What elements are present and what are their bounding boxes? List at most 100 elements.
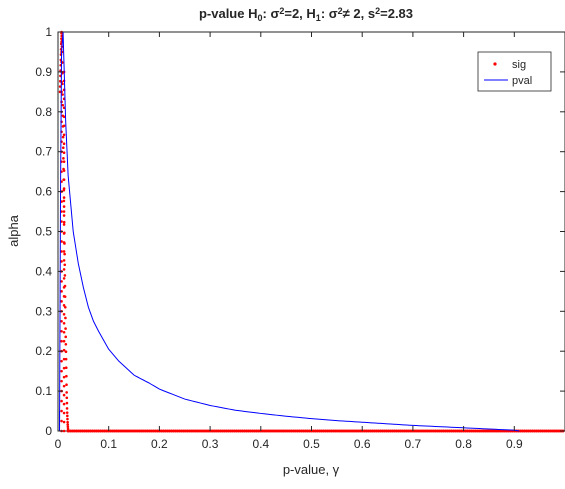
x-tick-label: 0.2 bbox=[151, 437, 168, 451]
sig-point bbox=[62, 259, 66, 262]
sig-point bbox=[62, 106, 66, 110]
sig-point bbox=[60, 280, 63, 283]
sig-point bbox=[65, 383, 68, 387]
sig-point bbox=[66, 427, 70, 431]
sig-point bbox=[61, 103, 65, 107]
chart-title-part: 0 bbox=[257, 13, 262, 23]
x-tick-label: 0.5 bbox=[303, 437, 320, 451]
sig-point bbox=[62, 429, 66, 433]
sig-point bbox=[66, 420, 69, 424]
axis-ticks: 0 0.1 0.2 0.3 0.4 0.5 0.6 0.7 0.8 0.9 0 0.1 0.2 0.3 0.… bbox=[35, 25, 565, 451]
x-axis-label: p-value, γ bbox=[283, 462, 340, 477]
sig-point bbox=[62, 205, 66, 208]
sig-point bbox=[64, 327, 67, 330]
y-tick-label: 0.5 bbox=[35, 225, 52, 239]
sig-point bbox=[62, 196, 66, 199]
sig-point bbox=[65, 401, 69, 405]
sig-point bbox=[60, 369, 63, 373]
x-tick-label: 0.9 bbox=[506, 437, 523, 451]
x-tick-label: 0.4 bbox=[252, 437, 269, 451]
sig-point bbox=[60, 300, 63, 303]
sig-point bbox=[62, 160, 66, 163]
sig-point bbox=[65, 374, 68, 378]
sig-point bbox=[62, 277, 66, 280]
sig-point bbox=[65, 411, 69, 414]
sig-point bbox=[60, 419, 63, 423]
legend-box bbox=[477, 51, 552, 92]
sig-point bbox=[62, 223, 66, 226]
x-tick-label: 0 bbox=[55, 437, 62, 451]
sig-point bbox=[61, 93, 64, 96]
sig-point bbox=[62, 187, 66, 190]
y-tick-label: 0.9 bbox=[35, 65, 52, 79]
sig-point bbox=[64, 306, 67, 309]
sig-point bbox=[65, 391, 68, 394]
sig-point bbox=[60, 319, 63, 323]
y-tick-label: 1 bbox=[45, 25, 52, 39]
chart-title: p-value H0: σ2=2, H1: σ2≠ 2, s2=2.83 bbox=[199, 6, 413, 23]
sig-point bbox=[61, 135, 65, 139]
y-axis-label: alpha bbox=[6, 214, 21, 247]
chart-title-part: : σ bbox=[263, 6, 280, 21]
sig-point bbox=[66, 417, 69, 421]
sig-point bbox=[62, 393, 66, 397]
sig-point bbox=[62, 199, 66, 203]
series-pval bbox=[59, 31, 520, 432]
sig-point bbox=[62, 151, 66, 154]
sig-point bbox=[62, 157, 65, 160]
chart-title-part: 2 bbox=[375, 6, 380, 16]
sig-point bbox=[64, 357, 68, 361]
sig-point bbox=[61, 146, 65, 150]
sig-point bbox=[66, 414, 69, 418]
x-tick-label: 0.6 bbox=[354, 437, 371, 451]
plot-area bbox=[57, 31, 565, 432]
sig-point bbox=[62, 142, 66, 146]
sig-point bbox=[62, 220, 66, 224]
sig-point bbox=[62, 241, 66, 244]
x-tick-label: 0.7 bbox=[405, 437, 422, 451]
sig-point bbox=[60, 250, 63, 253]
sig-point bbox=[60, 240, 63, 243]
y-tick-label: 0.8 bbox=[35, 105, 52, 119]
sig-point bbox=[62, 210, 66, 213]
sig-point bbox=[62, 133, 66, 137]
chart-title-part: p-value H bbox=[199, 6, 258, 21]
legend: sig pval bbox=[477, 51, 552, 92]
sig-point bbox=[63, 274, 67, 277]
chart-title-part: =2, H bbox=[284, 6, 315, 21]
chart-title-part: =2.83 bbox=[380, 6, 413, 21]
sig-point bbox=[64, 335, 68, 339]
y-tick-label: 0.2 bbox=[35, 344, 52, 358]
sig-point bbox=[60, 399, 63, 403]
chart-title-part: 2 bbox=[338, 6, 343, 16]
sig-point bbox=[64, 342, 68, 346]
sig-point bbox=[60, 409, 63, 413]
y-tick-label: 0.1 bbox=[35, 384, 52, 398]
chart-title-part: : σ bbox=[321, 6, 338, 21]
sig-point bbox=[62, 348, 66, 352]
legend-pval-label: pval bbox=[512, 75, 532, 87]
y-tick-label: 0.6 bbox=[35, 185, 52, 199]
sig-point bbox=[60, 290, 63, 293]
sig-point bbox=[62, 330, 66, 334]
sig-point bbox=[62, 321, 66, 325]
legend-sig-marker bbox=[493, 62, 497, 66]
y-tick-label: 0 bbox=[45, 424, 52, 438]
pval-line bbox=[59, 31, 520, 432]
sig-point bbox=[62, 420, 66, 424]
sig-point bbox=[63, 252, 66, 256]
sig-point bbox=[62, 232, 66, 235]
y-tick-label: 0.4 bbox=[35, 264, 52, 278]
sig-point bbox=[62, 214, 66, 217]
sig-point bbox=[60, 359, 63, 363]
chart-title-part: ≠ 2, s bbox=[343, 6, 375, 21]
sig-point bbox=[64, 366, 68, 369]
sig-point bbox=[60, 260, 63, 263]
sig-point bbox=[62, 339, 66, 343]
y-tick-label: 0.3 bbox=[35, 304, 52, 318]
legend-sig-label: sig bbox=[512, 59, 526, 71]
sig-point bbox=[62, 402, 66, 406]
sig-point bbox=[64, 316, 67, 320]
sig-point bbox=[62, 124, 66, 128]
